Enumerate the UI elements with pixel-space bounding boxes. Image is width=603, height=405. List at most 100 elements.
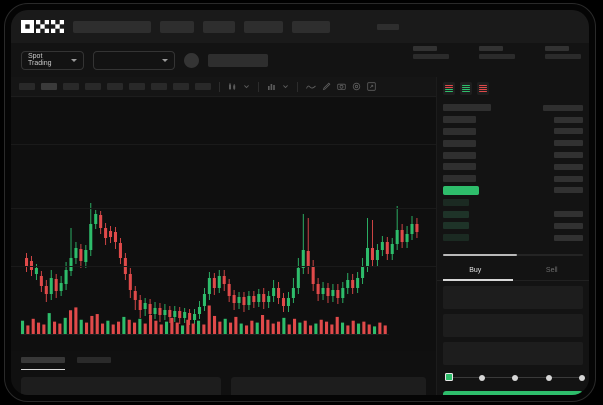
orderbook-ask-row[interactable] <box>443 114 583 126</box>
orderbook-amount-cell <box>554 234 583 241</box>
stat-label <box>479 46 503 51</box>
chevron-down-icon <box>162 58 168 62</box>
candlestick-chevron-icon[interactable] <box>243 83 250 90</box>
okx-logo-icon[interactable] <box>21 20 64 33</box>
camera-icon[interactable] <box>337 82 346 91</box>
nav-item-account[interactable] <box>377 23 399 30</box>
toolbar-divider <box>219 81 220 92</box>
orderbook-price-cell <box>443 210 469 218</box>
bottom-content-panels <box>21 377 426 395</box>
slider-stop-75[interactable] <box>546 374 552 381</box>
orderbook-amount-cell <box>554 187 583 194</box>
timeframe-3[interactable] <box>63 83 79 90</box>
chart-gridline <box>11 144 436 145</box>
orderbook-last-price-row[interactable] <box>443 185 583 197</box>
okx-logo-o-icon <box>21 20 34 33</box>
timeframe-4[interactable] <box>85 83 101 90</box>
orderbook-bid-row[interactable] <box>443 208 583 220</box>
screen: Spot Trading <box>11 10 589 395</box>
nav-item-earn[interactable] <box>244 20 283 33</box>
toolbar-divider <box>258 81 259 92</box>
bottom-panel-right[interactable] <box>231 377 426 395</box>
tab-buy-label: Buy <box>469 267 482 274</box>
orderbook-last-price <box>443 185 479 195</box>
stat-label <box>413 46 437 51</box>
header-market-stats <box>413 46 581 59</box>
orderbook-ask-row[interactable] <box>443 137 583 149</box>
orderbook-header-row[interactable] <box>443 102 583 114</box>
tab-sell[interactable]: Sell <box>514 261 590 280</box>
chevron-down-icon <box>71 58 77 62</box>
orderbook-ask-row[interactable] <box>443 126 583 138</box>
top-navigation-bar <box>11 10 589 43</box>
slider-stop-100[interactable] <box>579 374 585 381</box>
orderbook[interactable] <box>437 100 589 244</box>
volume-series <box>21 305 389 335</box>
timeframe-5[interactable] <box>107 83 123 90</box>
tab-buy[interactable]: Buy <box>437 261 514 280</box>
timeframe-9[interactable] <box>195 83 211 90</box>
slider-stop-50[interactable] <box>512 374 518 381</box>
order-amount-field[interactable] <box>443 314 583 337</box>
slider-handle[interactable] <box>445 373 453 381</box>
orderbook-scrollbar[interactable] <box>443 254 583 256</box>
orderbook-ask-row[interactable] <box>443 149 583 161</box>
pair-name-label <box>208 53 268 67</box>
order-total-field[interactable] <box>443 342 583 365</box>
drawing-pencil-icon[interactable] <box>322 82 331 91</box>
bottom-tab-bar <box>11 351 436 370</box>
timeframe-7[interactable] <box>151 83 167 90</box>
orderbook-ask-row[interactable] <box>443 161 583 173</box>
candlestick-type-icon[interactable] <box>228 82 237 91</box>
candlestick-series <box>25 203 419 325</box>
okx-logo-k-icon <box>36 20 49 33</box>
amount-percent-slider[interactable] <box>445 373 585 383</box>
nav-item-markets[interactable] <box>203 20 235 33</box>
chart-toolbar <box>11 77 436 97</box>
orderbook-amount-cell <box>554 222 583 229</box>
tab-order-history[interactable] <box>77 357 111 363</box>
stat-24h-change <box>479 46 515 59</box>
indicators-icon[interactable] <box>267 82 276 91</box>
orderbook-price-cell <box>443 163 476 171</box>
orderbook-price-cell <box>443 222 469 230</box>
tab-open-orders[interactable] <box>21 357 65 370</box>
settings-gear-icon[interactable] <box>352 82 361 91</box>
order-price-field[interactable] <box>443 286 583 309</box>
market-mode-selector[interactable]: Spot Trading <box>21 50 84 70</box>
fullscreen-icon[interactable] <box>367 82 376 91</box>
tab-sell-label: Sell <box>545 267 558 274</box>
timeframe-6[interactable] <box>129 83 145 90</box>
stat-24h-volume <box>545 46 581 59</box>
orderbook-display-modes <box>437 77 589 100</box>
timeframe-8[interactable] <box>173 83 189 90</box>
orderbook-amount-cell <box>554 163 583 170</box>
orderbook-mode-bids-icon[interactable] <box>460 82 472 95</box>
order-form-fields <box>443 286 583 365</box>
pair-coin-avatar <box>184 52 199 68</box>
indicators-chevron-icon[interactable] <box>282 83 289 90</box>
submit-buy-button[interactable] <box>443 391 583 395</box>
order-form-tabs: Buy Sell <box>437 261 589 281</box>
orderbook-mode-asks-icon[interactable] <box>477 82 489 95</box>
slider-stop-25[interactable] <box>479 374 485 381</box>
nav-search-field[interactable] <box>73 20 151 33</box>
bottom-panel-left[interactable] <box>21 377 221 395</box>
orderbook-bid-row[interactable] <box>443 196 583 208</box>
orderbook-bid-row[interactable] <box>443 220 583 232</box>
price-chart[interactable] <box>11 98 436 351</box>
line-chart-icon[interactable] <box>306 83 316 91</box>
timeframe-2[interactable] <box>41 83 57 90</box>
orderbook-price-cell <box>443 175 476 183</box>
orderbook-ask-row[interactable] <box>443 173 583 185</box>
trading-pair-selector[interactable] <box>93 50 175 70</box>
toolbar-divider <box>297 81 298 92</box>
nav-item-more[interactable] <box>292 20 330 33</box>
stat-value <box>479 54 515 59</box>
nav-item-trade[interactable] <box>160 20 194 33</box>
orderbook-bid-row[interactable] <box>443 232 583 244</box>
stat-value <box>545 54 581 59</box>
orderbook-mode-both-icon[interactable] <box>443 82 455 95</box>
timeframe-1[interactable] <box>19 83 35 90</box>
orderbook-amount-cell <box>554 211 583 218</box>
